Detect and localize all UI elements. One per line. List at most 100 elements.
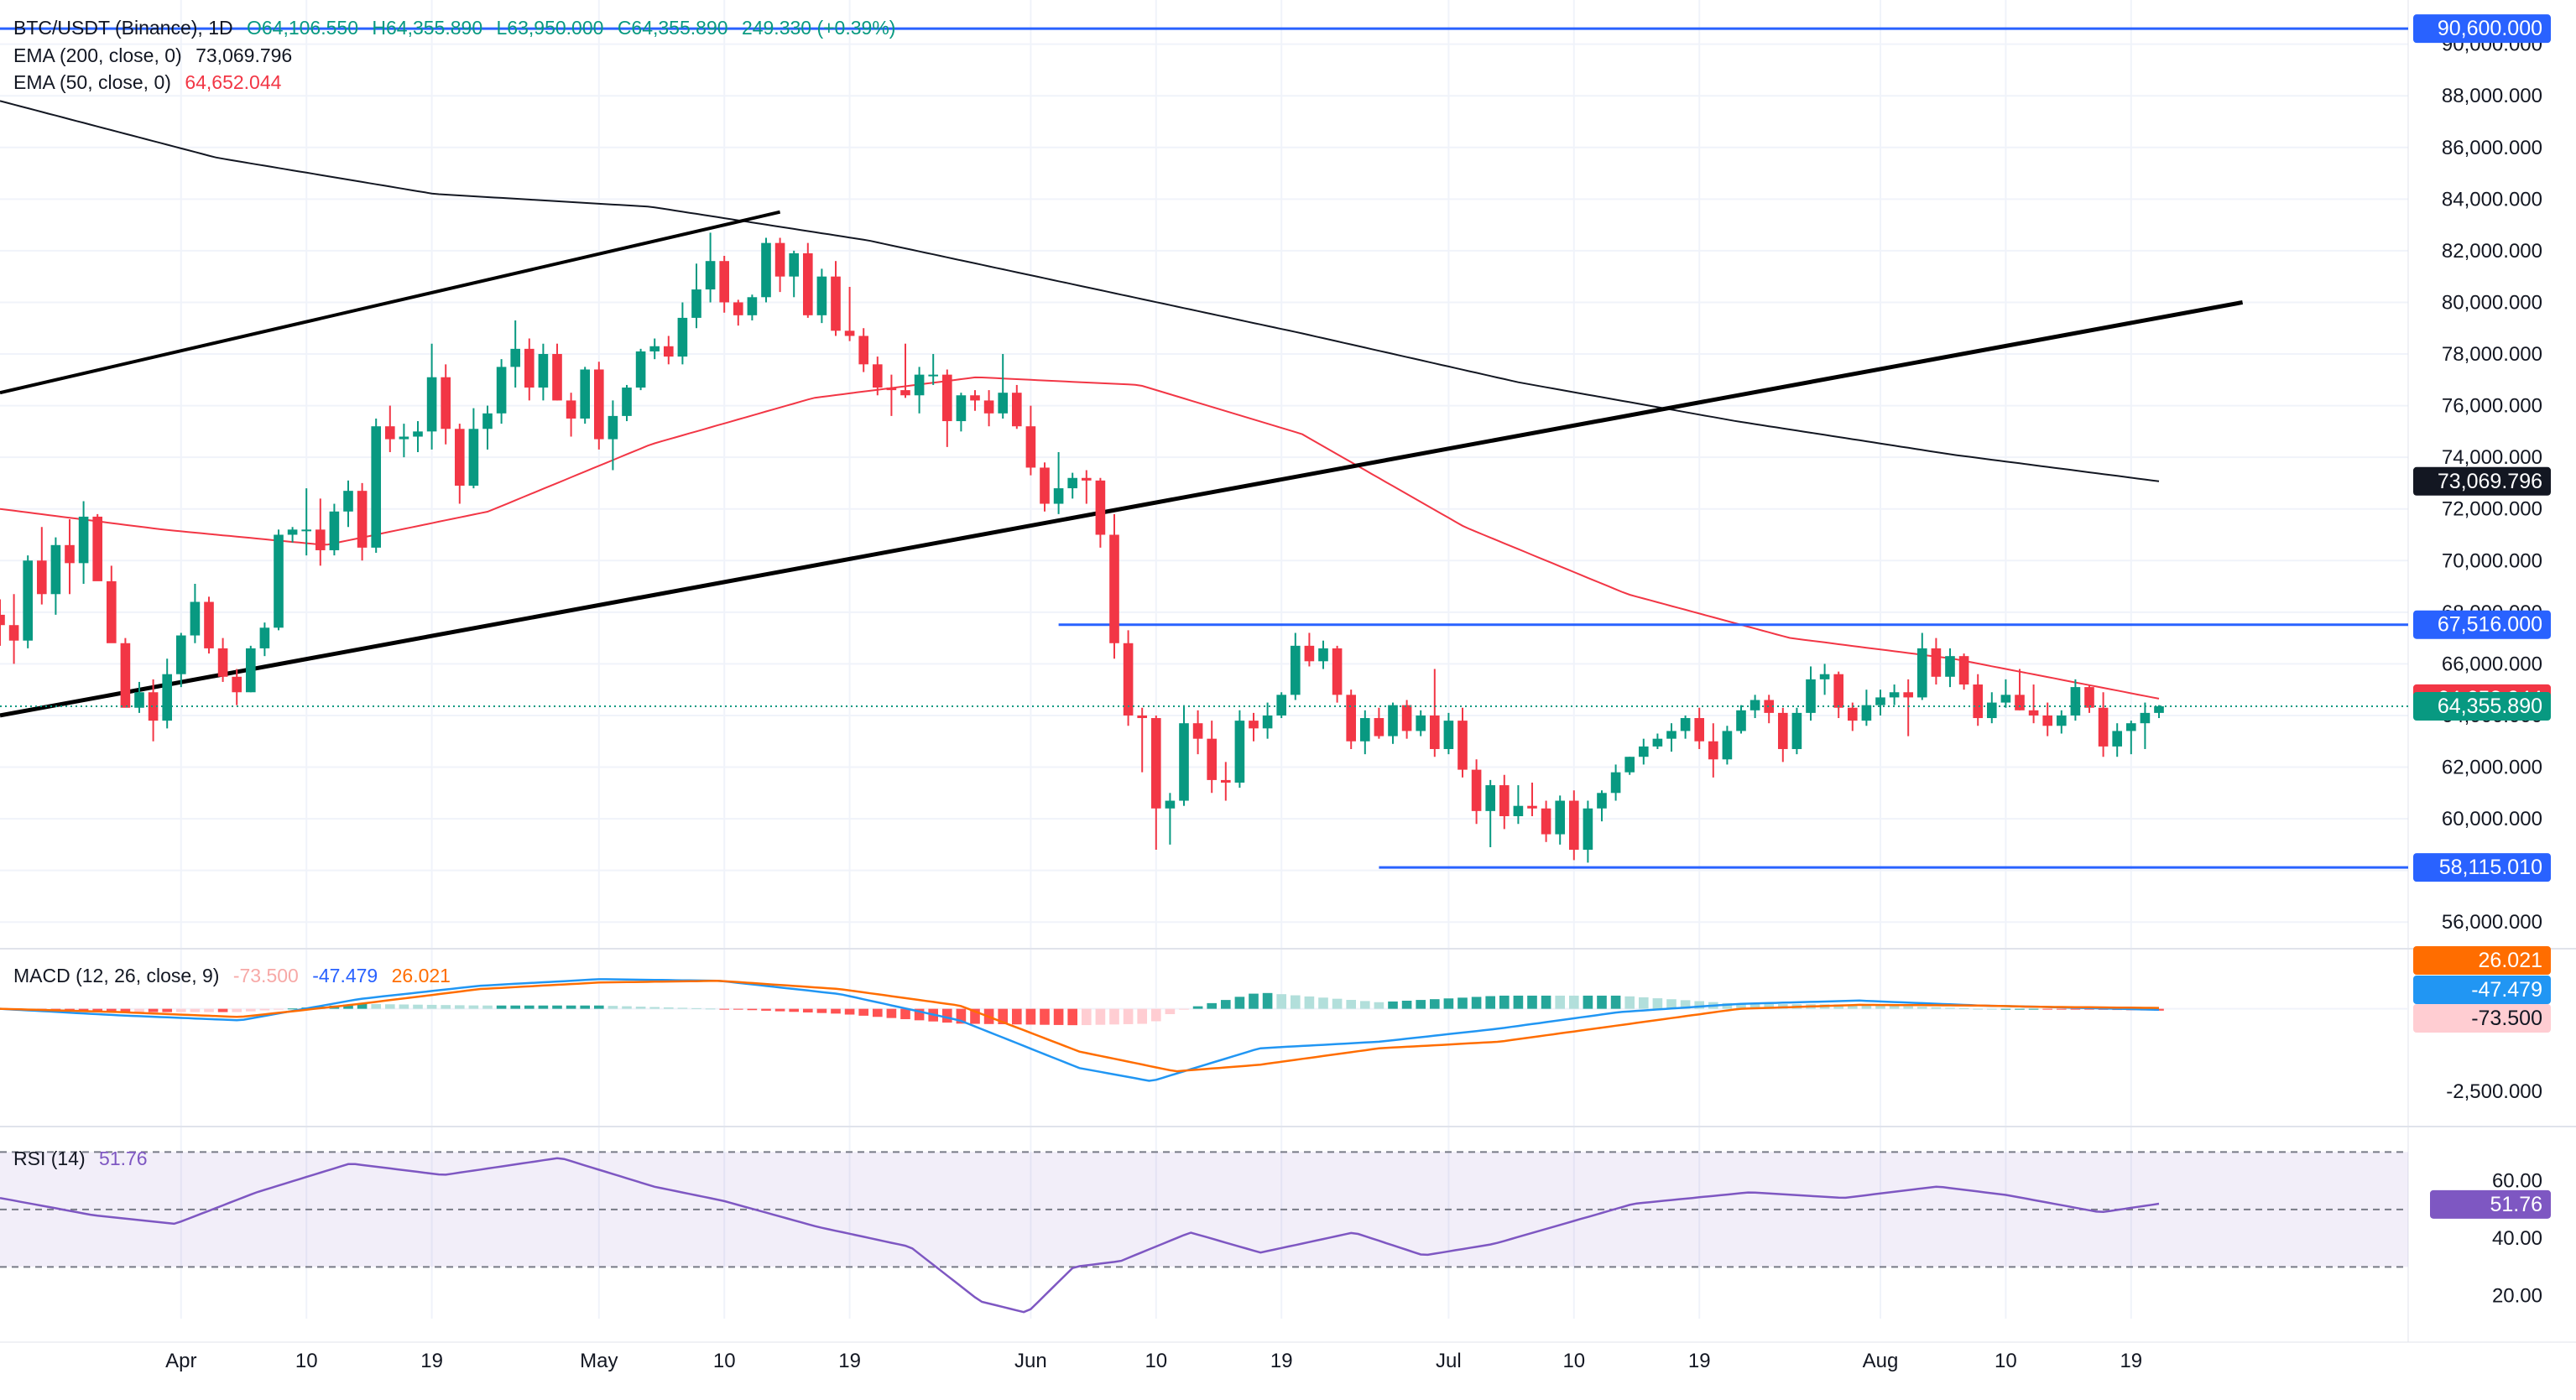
candle [983,390,994,427]
macd-hist-bar [1568,995,1579,1009]
price-tick-label: 80,000.000 [2442,291,2542,314]
candle [1165,793,1176,845]
candle [36,527,47,605]
candle [789,250,800,298]
candle-body [1764,700,1775,713]
x-tick-label: May [580,1350,618,1372]
candle-body [510,348,521,367]
macd-hist-bar [635,1007,646,1009]
candle-body [1861,705,1872,721]
macd-hist-bar [831,1008,841,1014]
candle-body [886,388,897,391]
candle-body [1555,800,1566,835]
candle-body [343,491,353,512]
macd-hist-bar [1485,996,1496,1009]
candle-body [2000,695,2011,703]
candle [1416,710,1426,736]
candle-body [315,529,326,550]
candle [50,537,61,615]
candle [607,400,618,471]
macd-hist-bar [162,1008,173,1012]
candle-body [1123,643,1134,716]
candle-body [900,390,910,396]
x-tick-label: 10 [1995,1350,2017,1372]
candle-body [468,429,479,486]
macd-hist-bar [371,1004,382,1009]
open-value: O64,106.550 [246,17,358,39]
macd-hist-bar [858,1008,869,1016]
candle-body [677,317,688,357]
candle-body [232,676,242,693]
candle [0,599,5,646]
candle-body [1359,718,1370,742]
candle [1819,664,1830,695]
candle-body [23,560,34,641]
macd-hist-bar [886,1008,897,1018]
macd-hist-bar [1958,1007,1969,1009]
candle-body [1806,679,1816,713]
macd-hist-bar [1499,995,1510,1009]
candle [1388,702,1398,744]
candle [204,596,214,654]
candle [1931,638,1942,685]
candle [956,393,967,432]
rsi-tick-label: 20.00 [2492,1285,2542,1308]
candle-body [774,242,785,277]
candle-body [1401,705,1412,731]
candle-body [844,330,855,336]
rsi-tick-label: 60.00 [2492,1170,2542,1193]
candle-body [1583,808,1593,851]
candle [1429,669,1440,757]
candle-body [2112,731,2123,747]
x-tick-label: 10 [1145,1350,1167,1372]
ema50-legend: EMA (50, close, 0) 64,652.044 [13,71,289,94]
candle [1359,710,1370,755]
candle-body [1875,697,1885,705]
candle [761,237,771,303]
candle [65,519,75,595]
rsi-legend: RSI (14) 51.76 [13,1148,156,1170]
candle-body [1527,805,1537,809]
macd-hist-bar [343,1004,353,1009]
candle [357,482,368,561]
macd-hist-tag-bg [2413,1004,2551,1033]
macd-hist-bar [1095,1008,1106,1025]
macd-hist-bar [1847,1004,1858,1009]
support-tag: 58,115.010 [2439,856,2542,879]
ema200-value: 73,069.796 [196,44,293,66]
macd-hist-bar [1610,995,1621,1009]
macd-hist-bar [384,1004,395,1009]
candle-body [1150,718,1161,809]
candle-body [524,348,534,388]
candle-body [761,242,771,298]
macd-line-tag-bg [2413,976,2551,1004]
candle-body [1958,656,1969,685]
candle [1597,790,1607,822]
x-tick-label: Aug [1863,1350,1899,1372]
candle-body [384,426,395,440]
macd-hist-bar [1666,999,1676,1009]
macd-line [0,978,2160,1082]
candle-body [357,491,368,548]
macd-hist-bar [774,1008,785,1012]
macd-hist-bar [872,1008,883,1017]
macd-hist-bar [1137,1008,1148,1024]
macd-hist-bar [1207,1002,1218,1009]
macd-hist-bar [956,1008,967,1024]
candle [844,286,855,341]
macd-hist-bar [1109,1008,1119,1025]
candle [315,498,326,566]
candle [1485,779,1496,847]
candle-body [1680,718,1691,731]
candle [1903,679,1914,736]
candle [1276,692,1287,719]
candle-body [1346,695,1357,742]
candle-body [1388,705,1398,736]
candle-body [2098,707,2109,747]
candle [1207,721,1218,794]
candle [566,393,576,437]
macd-hist-bar [1249,993,1259,1009]
candle-body [1040,467,1050,504]
candle-body [1192,723,1203,739]
